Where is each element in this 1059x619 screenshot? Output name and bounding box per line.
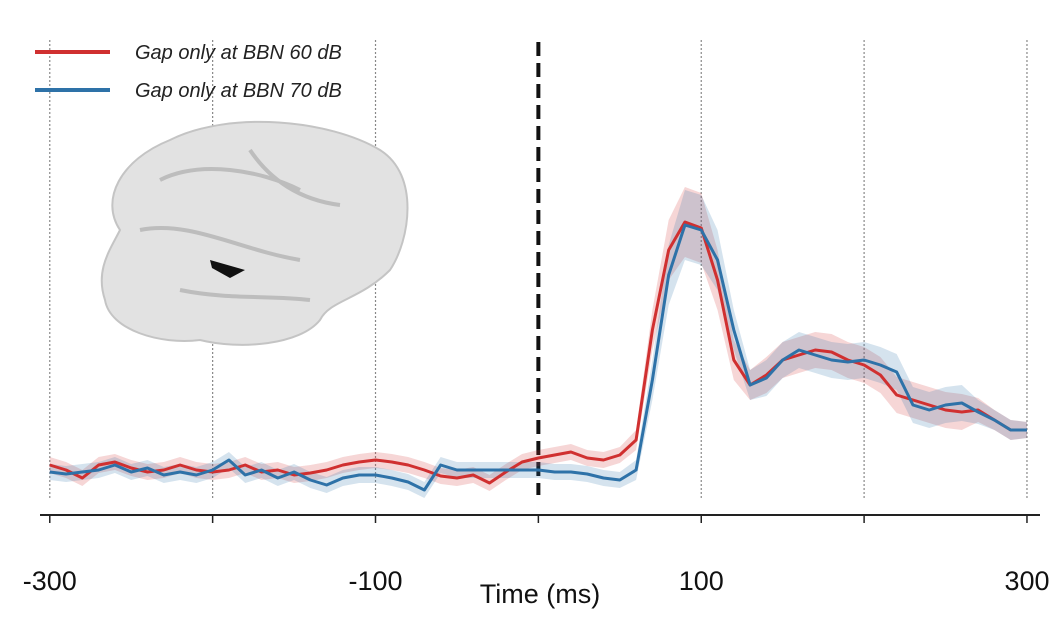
series-line (49, 220, 1027, 485)
legend: Gap only at BBN 60 dB Gap only at BBN 70 … (35, 42, 342, 102)
brain-inset (100, 120, 409, 346)
series-line (49, 223, 1027, 492)
x-tick-label: -300 (23, 566, 77, 596)
brain-sulci (139, 148, 341, 302)
legend-label: Gap only at BBN 60 dB (135, 42, 342, 64)
lines (49, 220, 1027, 492)
brain-region (210, 260, 245, 278)
brain (100, 120, 409, 346)
error-band (49, 187, 1027, 491)
legend-label: Gap only at BBN 70 dB (135, 80, 342, 102)
x-tick-label: 100 (679, 566, 724, 596)
x-tick-label: -100 (348, 566, 402, 596)
x-tick-label: 300 (1004, 566, 1049, 596)
x-ticks: -300 -100 100 300 (23, 515, 1050, 596)
x-axis-label: Time (ms) (480, 579, 600, 609)
